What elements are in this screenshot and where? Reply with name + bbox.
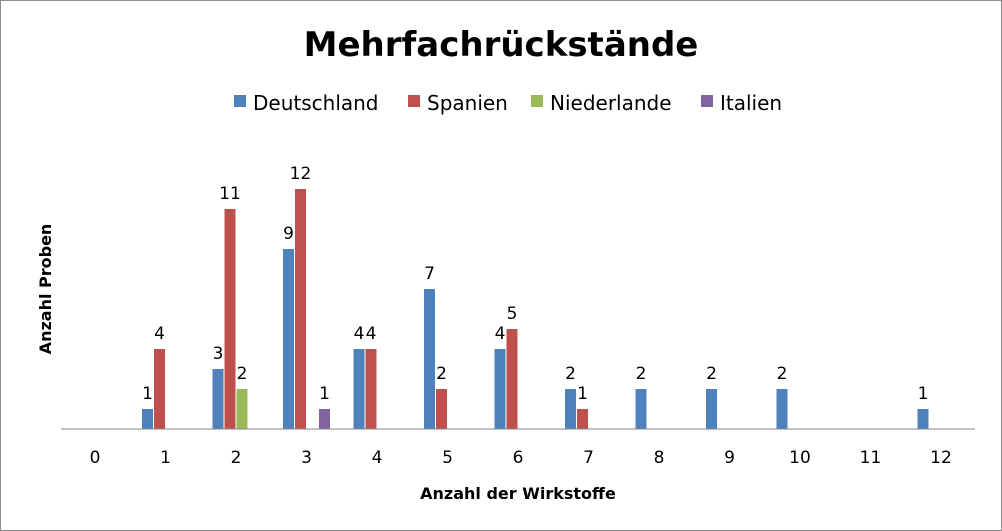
x-tick-label: 1: [160, 448, 171, 468]
data-label: 7: [424, 264, 435, 284]
data-label: 4: [366, 324, 377, 344]
legend-label: Italien: [720, 91, 782, 115]
legend-label: Deutschland: [253, 91, 379, 115]
bar-deutschland: [635, 389, 647, 429]
bars: [142, 189, 929, 429]
bar-deutschland: [917, 409, 929, 429]
x-tick-labels: 0 1 2 3 4 5 6 7 8 9 10 11 12: [90, 448, 952, 468]
data-label: 1: [918, 384, 929, 404]
legend-label: Spanien: [427, 91, 508, 115]
legend-swatch: [701, 95, 713, 107]
legend-swatch: [531, 95, 543, 107]
data-label: 5: [507, 304, 518, 324]
y-axis-title: Anzahl Proben: [36, 224, 55, 355]
bar-deutschland: [776, 389, 788, 429]
x-tick-label: 7: [583, 448, 594, 468]
bar-deutschland: [494, 349, 506, 429]
data-label: 9: [283, 224, 294, 244]
data-label: 2: [565, 364, 576, 384]
bar-spanien: [295, 189, 306, 429]
data-label: 4: [354, 324, 365, 344]
data-label: 2: [636, 364, 647, 384]
data-label: 1: [577, 384, 588, 404]
data-label: 2: [436, 364, 447, 384]
data-label: 2: [777, 364, 788, 384]
x-tick-label: 4: [372, 448, 383, 468]
x-tick-label: 11: [860, 448, 882, 468]
chart-title: Mehrfachrückstände: [304, 25, 699, 65]
legend: Deutschland Spanien Niederlande Italien: [234, 91, 782, 115]
x-tick-label: 6: [513, 448, 524, 468]
data-label: 4: [495, 324, 506, 344]
bar-spanien: [436, 389, 447, 429]
bar-niederlande: [236, 389, 248, 429]
data-label: 2: [237, 364, 248, 384]
x-tick-label: 2: [231, 448, 242, 468]
data-label: 1: [319, 384, 330, 404]
x-tick-label: 10: [789, 448, 811, 468]
legend-label: Niederlande: [550, 91, 672, 115]
legend-swatch: [408, 95, 420, 107]
x-tick-label: 0: [90, 448, 101, 468]
x-tick-label: 3: [301, 448, 312, 468]
data-label: 3: [213, 344, 224, 364]
bar-italien: [319, 409, 330, 429]
bar-deutschland: [565, 389, 576, 429]
data-label: 12: [290, 164, 312, 184]
bar-deutschland: [212, 369, 224, 429]
bar-spanien: [506, 329, 518, 429]
bar-spanien: [224, 209, 236, 429]
bar-deutschland: [424, 289, 435, 429]
bar-deutschland: [142, 409, 153, 429]
x-tick-label: 5: [442, 448, 453, 468]
x-tick-label: 9: [724, 448, 735, 468]
data-label: 1: [142, 384, 153, 404]
bar-deutschland: [353, 349, 365, 429]
data-label: 4: [154, 324, 165, 344]
bar-deutschland: [706, 389, 717, 429]
x-tick-label: 12: [930, 448, 952, 468]
data-label: 2: [706, 364, 717, 384]
bar-deutschland: [283, 249, 294, 429]
bar-spanien: [154, 349, 165, 429]
legend-swatch: [234, 95, 246, 107]
x-tick-label: 8: [654, 448, 665, 468]
bar-spanien: [577, 409, 588, 429]
x-axis-title: Anzahl der Wirkstoffe: [420, 484, 616, 503]
data-label: 11: [219, 184, 241, 204]
bar-spanien: [365, 349, 377, 429]
